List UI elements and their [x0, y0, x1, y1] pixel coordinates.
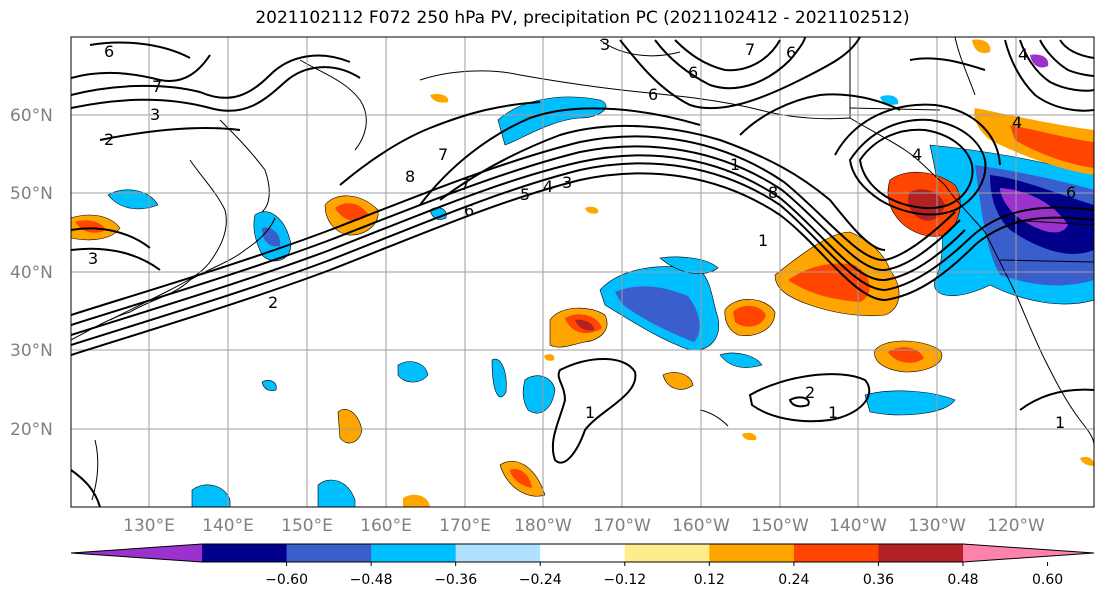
colorbar-extension-high: [963, 544, 1094, 562]
contour-label: 4: [912, 145, 922, 164]
map-panel: 6 7 3 2 3 6 7 6 7 8 7 6 5 4 3 1 2 8 4 6 …: [71, 35, 1094, 507]
lon-label: 170°W: [593, 516, 651, 536]
gridlines: [71, 37, 1094, 507]
contour-label: 6: [648, 85, 658, 104]
contour-label: 1: [730, 155, 740, 174]
lon-label: 140°E: [202, 516, 254, 536]
colorbar-tick-label: 0.24: [778, 572, 809, 588]
contour-label-group: 6 7 3 2 3 6 7 6 7 8 7 6 5 4 3 1 2 8 4 6 …: [88, 35, 1076, 432]
colorbar-bin: [455, 544, 541, 562]
colorbar-bin: [371, 544, 457, 562]
longitude-labels: 130°E 140°E 150°E 160°E 170°E 180°W 170°…: [123, 516, 1045, 536]
lat-label: 50°N: [10, 184, 53, 204]
contour-label: 7: [460, 175, 470, 194]
lon-label: 130°E: [123, 516, 175, 536]
colorbar-tick-label: −0.48: [350, 572, 393, 588]
colorbar-bin: [709, 544, 795, 562]
pv-contours: [71, 37, 1094, 507]
contour-label: 6: [786, 43, 796, 62]
contour-label: 6: [464, 201, 474, 220]
contour-label: 3: [600, 35, 610, 54]
colorbar-tick-label: −0.24: [519, 572, 562, 588]
lon-label: 180°W: [514, 516, 572, 536]
contour-label: 7: [152, 77, 162, 96]
contour-label: 5: [520, 185, 530, 204]
contour-label: 4: [543, 177, 553, 196]
colorbar: −0.60 −0.48 −0.36 −0.24 −0.12 0.12 0.24 0.36 0.4…: [70, 543, 1095, 588]
contour-label: 7: [438, 145, 448, 164]
contour-label: 4: [1018, 45, 1028, 64]
contour-label: 3: [150, 105, 160, 124]
lon-label: 150°E: [281, 516, 333, 536]
contour-label: 6: [1066, 183, 1076, 202]
lat-label: 30°N: [10, 341, 53, 361]
lon-label: 170°E: [439, 516, 491, 536]
colorbar-outline: [70, 543, 1095, 563]
lat-label: 20°N: [10, 420, 53, 440]
colorbar-tick-label: 0.36: [863, 572, 894, 588]
colorbar-tick-label: 0.60: [1032, 572, 1063, 588]
contour-label: 2: [268, 293, 278, 312]
lon-label: 120°W: [987, 516, 1045, 536]
map-frame: [70, 36, 1095, 508]
lon-label: 160°E: [360, 516, 412, 536]
contour-label: 1: [758, 231, 768, 250]
contour-label: 1: [585, 403, 595, 422]
colorbar-bin: [793, 544, 879, 562]
colorbar-tick-label: −0.36: [434, 572, 477, 588]
lat-label: 60°N: [10, 106, 53, 126]
coastlines: [71, 37, 1094, 501]
contour-label: 8: [405, 167, 415, 186]
colorbar-bin: [202, 544, 288, 562]
map-title: 2021102112 F072 250 hPa PV, precipitatio…: [255, 8, 910, 28]
colorbar-bin: [624, 544, 710, 562]
contour-label: 8: [768, 183, 778, 202]
colorbar-tick-label: 0.48: [947, 572, 978, 588]
lon-label: 140°W: [829, 516, 887, 536]
latitude-labels: 60°N 50°N 40°N 30°N 20°N: [10, 106, 53, 440]
lon-label: 150°W: [751, 516, 809, 536]
contour-label: 1: [1055, 413, 1065, 432]
colorbar-bin: [286, 544, 372, 562]
lat-label: 40°N: [10, 263, 53, 283]
contour-label: 2: [805, 383, 815, 402]
contour-label: 6: [688, 63, 698, 82]
contour-label: 2: [104, 130, 114, 149]
colorbar-bin: [540, 544, 626, 562]
colorbar-tick-label: 0.12: [694, 572, 725, 588]
contour-label: 3: [88, 249, 98, 268]
contour-label: 3: [562, 173, 572, 192]
contour-label: 1: [828, 403, 838, 422]
colorbar-extension-low: [71, 544, 202, 562]
contour-label: 6: [104, 42, 114, 61]
lon-label: 130°W: [908, 516, 966, 536]
colorbar-bin: [878, 544, 964, 562]
contour-label: 7: [745, 40, 755, 59]
colorbar-tick-label: −0.12: [603, 572, 646, 588]
colorbar-tick-label: −0.60: [265, 572, 308, 588]
contour-label: 4: [1012, 113, 1022, 132]
lon-label: 160°W: [672, 516, 730, 536]
precipitation-shading: [71, 39, 1094, 507]
